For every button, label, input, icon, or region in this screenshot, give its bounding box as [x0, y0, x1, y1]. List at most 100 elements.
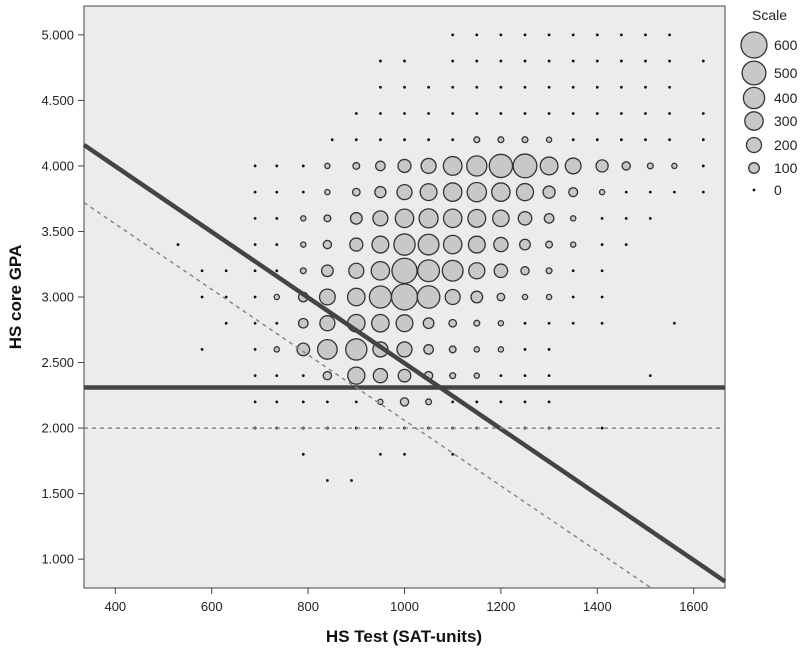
y-tick-label: 1.500 [41, 486, 74, 501]
data-bubble [468, 262, 486, 280]
data-dot [379, 452, 382, 456]
data-bubble [542, 185, 556, 199]
data-bubble [318, 288, 336, 306]
y-tick-label: 3.500 [41, 224, 74, 239]
data-dot [176, 243, 180, 246]
data-dot [253, 216, 257, 220]
data-dot [600, 269, 604, 273]
dashed-reference-line [83, 202, 652, 589]
data-bubble [374, 185, 387, 199]
data-bubble [595, 159, 609, 173]
data-dot [253, 400, 257, 404]
legend-swatch [748, 162, 760, 174]
data-bubble [493, 236, 509, 253]
data-dot [275, 164, 279, 168]
data-dot [275, 243, 279, 246]
data-bubble [349, 211, 363, 225]
reference-lines [82, 143, 727, 589]
bubble-layer [176, 33, 705, 482]
data-dot [571, 295, 575, 299]
data-bubble [473, 372, 481, 379]
data-dot [403, 112, 406, 115]
y-tick: 3.000 [41, 290, 84, 305]
x-axis: 400 600 800 1000 1200 1400 1600 [104, 588, 708, 614]
data-dot [427, 85, 430, 89]
data-bubble [371, 235, 390, 254]
data-dot [523, 374, 527, 378]
data-dot [523, 348, 527, 351]
data-bubble [497, 346, 505, 353]
data-dot [600, 243, 604, 246]
x-tick-label: 400 [104, 599, 126, 614]
data-bubble [417, 233, 440, 256]
data-dot [451, 452, 455, 456]
legend-entry: 0 [752, 182, 782, 198]
data-dot [571, 321, 575, 325]
x-tick-label: 1600 [679, 599, 708, 614]
data-dot [668, 138, 671, 142]
data-dot [595, 85, 599, 89]
legend-entry: 600 [740, 31, 798, 59]
data-bubble [449, 372, 457, 380]
data-dot [200, 295, 204, 299]
data-dot [379, 85, 382, 89]
data-dot [595, 138, 599, 142]
data-dot [648, 216, 652, 220]
data-bubble [646, 162, 654, 170]
data-dot [275, 374, 279, 378]
data-dot [547, 33, 551, 37]
data-bubble [496, 292, 506, 302]
data-dot [523, 400, 527, 404]
data-dot [253, 295, 257, 299]
data-dot [668, 85, 671, 89]
y-tick: 3.500 [41, 224, 84, 239]
data-bubble [515, 182, 535, 202]
data-dot [499, 400, 503, 404]
data-bubble [473, 346, 481, 353]
data-dot [330, 138, 334, 142]
x-tick-label: 800 [297, 599, 319, 614]
data-dot [224, 269, 228, 273]
data-dot [672, 190, 676, 194]
x-tick: 400 [104, 588, 126, 614]
x-tick: 600 [201, 588, 223, 614]
legend-swatch [742, 86, 766, 110]
data-dot [350, 479, 353, 482]
y-tick: 2.000 [41, 421, 84, 436]
data-bubble [521, 293, 529, 301]
data-bubble [569, 215, 577, 222]
data-dot [451, 400, 455, 404]
legend-swatch [741, 60, 767, 86]
legend-entry: 300 [744, 111, 798, 131]
data-dot [600, 426, 604, 430]
data-bubble [488, 153, 514, 179]
y-tick: 1.500 [41, 486, 84, 501]
data-dot [403, 452, 406, 456]
data-bubble [322, 239, 333, 250]
data-dot [275, 190, 279, 194]
data-dot [644, 85, 647, 89]
data-bubble [297, 317, 309, 329]
legend-label: 600 [774, 37, 798, 53]
data-bubble [423, 344, 434, 355]
x-tick: 1000 [390, 588, 419, 614]
data-dot [275, 216, 279, 220]
data-dot [451, 33, 455, 37]
x-tick-label: 1200 [486, 599, 515, 614]
data-dot [571, 85, 575, 89]
data-bubble [299, 267, 307, 275]
data-dot [547, 321, 551, 325]
data-bubble [569, 241, 577, 248]
data-bubble [316, 338, 338, 360]
data-bubble [273, 346, 281, 353]
y-tick-label: 4.000 [41, 158, 74, 173]
data-dot [301, 374, 305, 378]
data-dot [475, 112, 479, 115]
data-bubble [391, 257, 418, 284]
data-dot [275, 400, 279, 404]
data-dot [624, 243, 628, 246]
data-dot [325, 400, 329, 404]
data-dot [547, 348, 551, 351]
data-bubble [467, 235, 486, 254]
data-dot [624, 216, 628, 220]
